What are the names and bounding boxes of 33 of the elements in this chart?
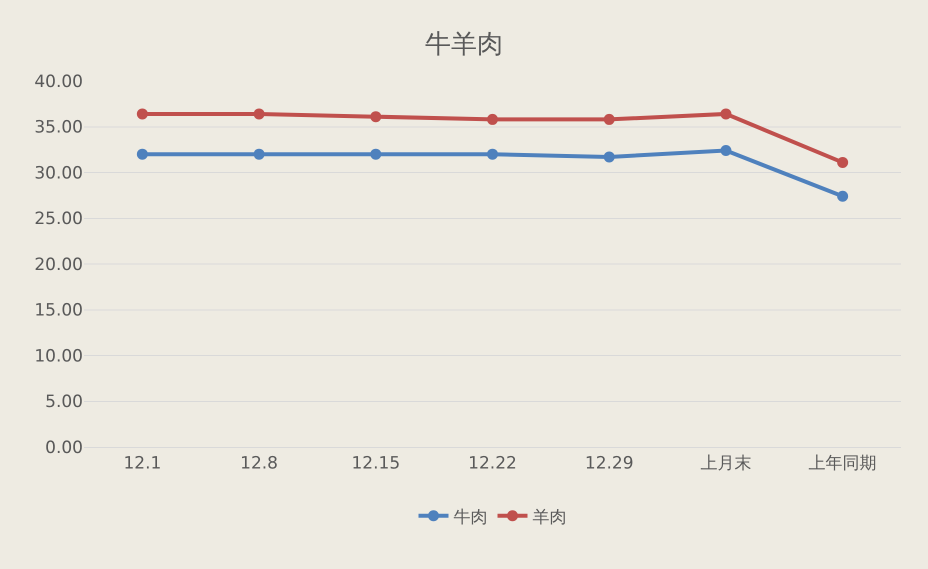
point	[720, 145, 732, 156]
y-tick-label: 20.00	[34, 254, 83, 275]
y-tick-label: 10.00	[34, 346, 83, 366]
legend-label: 羊肉	[532, 507, 566, 528]
point	[254, 148, 265, 160]
x-tick-label: 12.8	[240, 453, 278, 474]
point	[487, 148, 498, 160]
point	[370, 148, 382, 160]
x-tick-label: 12.1	[123, 453, 162, 474]
point	[837, 156, 848, 168]
y-tick-label: 30.00	[34, 163, 83, 184]
y-tick-label: 35.00	[34, 118, 83, 138]
point	[136, 148, 148, 160]
point	[254, 108, 265, 120]
point	[604, 151, 615, 162]
x-tick-label: 上月末	[700, 453, 752, 474]
y-tick-label: 25.00	[34, 209, 83, 230]
y-tick-label: 0.00	[45, 438, 83, 458]
x-tick-label: 12.22	[468, 453, 517, 474]
point	[604, 114, 615, 125]
point	[720, 108, 732, 120]
chart-title: 牛羊肉	[425, 29, 503, 60]
x-tick-label: 12.29	[584, 453, 634, 474]
legend-label: 牛肉	[454, 507, 488, 528]
point	[370, 111, 382, 122]
x-tick-label: 12.15	[351, 453, 400, 474]
y-tick-label: 5.00	[45, 392, 83, 412]
point	[837, 190, 848, 202]
y-tick-label: 40.00	[34, 72, 83, 92]
x-tick-label: 上年同期	[808, 453, 877, 474]
y-tick-label: 15.00	[34, 300, 83, 321]
point	[136, 108, 148, 120]
point	[487, 114, 498, 125]
